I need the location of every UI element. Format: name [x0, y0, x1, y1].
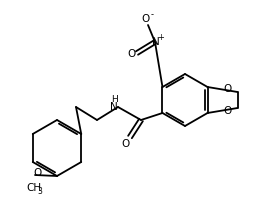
Text: N: N [152, 37, 160, 47]
Text: O: O [127, 49, 135, 59]
Text: O: O [34, 168, 42, 178]
Text: -: - [150, 11, 154, 20]
Text: O: O [224, 83, 232, 94]
Text: O: O [141, 14, 149, 24]
Text: CH: CH [26, 183, 41, 193]
Text: N: N [110, 102, 118, 112]
Text: H: H [111, 96, 117, 104]
Text: O: O [224, 106, 232, 117]
Text: 3: 3 [38, 186, 42, 196]
Text: +: + [157, 33, 164, 41]
Text: O: O [122, 139, 130, 149]
